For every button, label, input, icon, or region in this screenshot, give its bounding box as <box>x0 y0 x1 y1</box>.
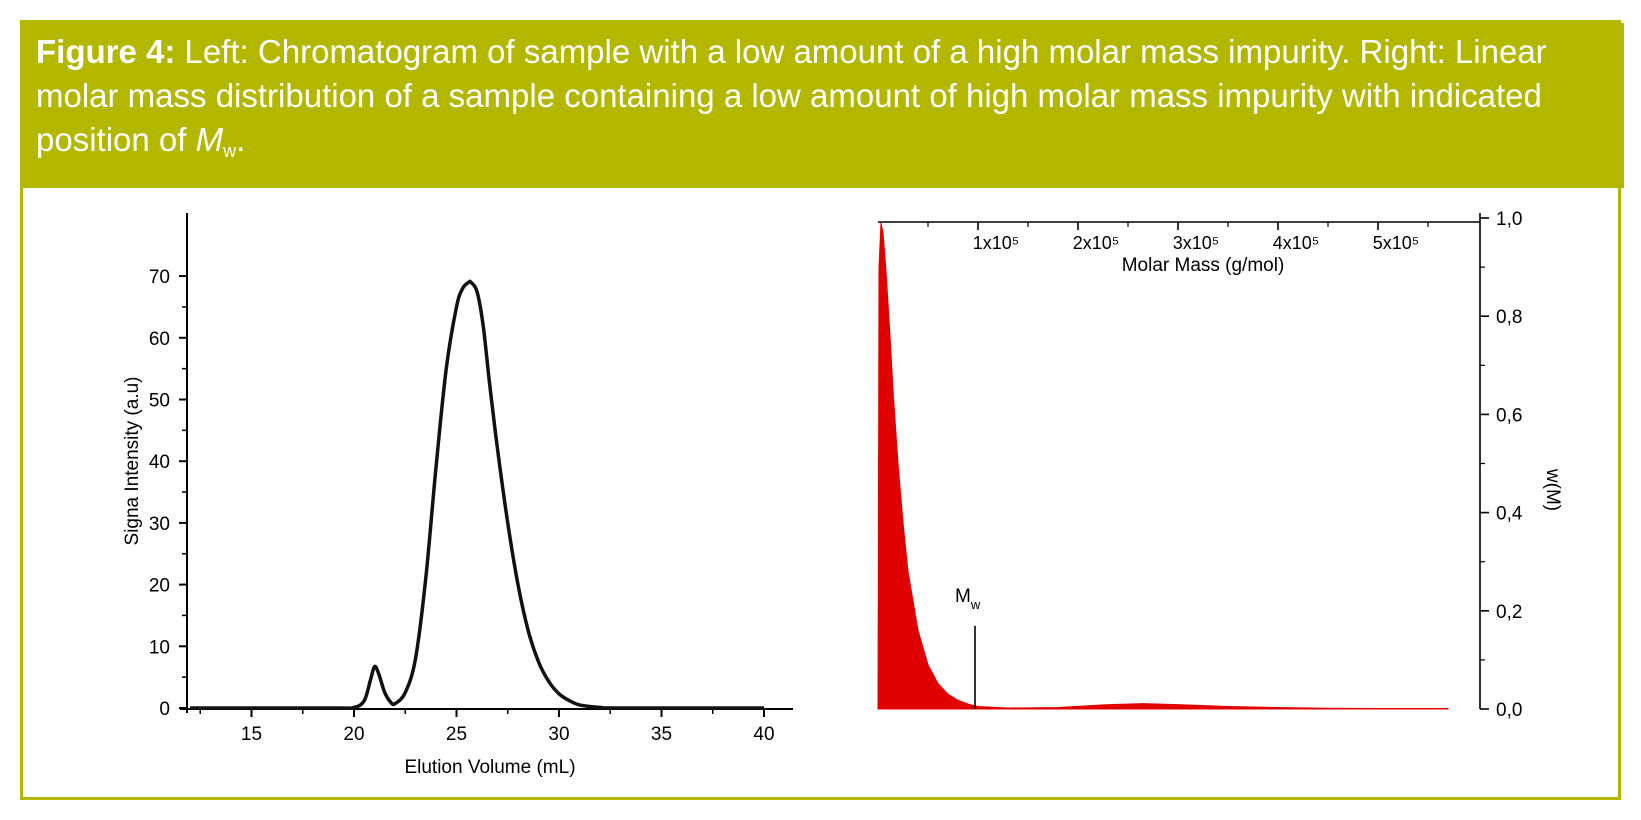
left-tick-labels: 15 20 25 30 35 40 0 10 20 30 40 50 60 70 <box>149 267 775 745</box>
left-x-tick-label: 35 <box>651 724 672 745</box>
mw-marker-subscript: w <box>970 597 981 612</box>
mmd-chart: 1x10⁵ 2x10⁵ 3x10⁵ 4x10⁵ 5x10⁵ 0,0 0,2 0,4 0,6 0,8… <box>877 209 1563 721</box>
left-ticks <box>179 275 765 717</box>
left-y-tick-label: 60 <box>149 329 170 350</box>
left-x-axis-title: Elution Volume (mL) <box>404 757 575 778</box>
right-x-tick-label: 5x10⁵ <box>1373 233 1420 253</box>
mw-marker-label: Mw <box>955 586 981 612</box>
chromatogram-curve <box>189 279 765 710</box>
left-y-tick-label: 50 <box>149 391 170 412</box>
left-x-tick-label: 40 <box>753 724 774 745</box>
caption-text: Left: Chromatogram of sample with a low … <box>36 33 1547 158</box>
right-y-tick-label: 0,6 <box>1496 405 1522 426</box>
left-y-tick-label: 40 <box>149 452 170 473</box>
right-x-tick-label: 3x10⁵ <box>1173 233 1220 253</box>
left-y-axis-title: Signa Intensity (a.u) <box>122 377 143 546</box>
left-y-tick-label: 0 <box>159 699 170 720</box>
right-y-tick-label: 0,4 <box>1496 504 1523 525</box>
caption-mw-subscript: w <box>223 141 237 161</box>
caption-end: . <box>236 121 246 158</box>
right-x-tick-label: 1x10⁵ <box>973 233 1020 253</box>
figure-caption: Figure 4: Left: Chromatogram of sample w… <box>23 23 1624 188</box>
left-y-tick-label: 70 <box>149 267 170 288</box>
left-x-tick-label: 30 <box>548 724 569 745</box>
right-tick-labels: 1x10⁵ 2x10⁵ 3x10⁵ 4x10⁵ 5x10⁵ 0,0 0,2 0,4 0,6 0,8… <box>973 209 1523 721</box>
mmd-filled-area <box>877 222 1449 710</box>
right-x-axis-title: Molar Mass (g/mol) <box>1122 255 1285 276</box>
chromatogram-chart: 15 20 25 30 35 40 0 10 20 30 40 50 60 70 Elution Volu… <box>122 213 793 778</box>
left-y-tick-label: 10 <box>149 637 170 658</box>
figure-frame: Figure 4: Left: Chromatogram of sample w… <box>20 20 1624 800</box>
caption-mw-symbol: M <box>195 121 224 158</box>
left-x-tick-label: 20 <box>343 724 364 745</box>
left-x-tick-label: 15 <box>241 724 262 745</box>
right-x-tick-label: 2x10⁵ <box>1073 233 1120 253</box>
right-y-tick-label: 1,0 <box>1496 209 1522 230</box>
mw-marker-symbol: M <box>955 586 971 607</box>
right-y-tick-label: 0,0 <box>1496 700 1522 721</box>
right-y-tick-label: 0,2 <box>1496 602 1522 623</box>
right-y-axis-title: w(M) <box>1542 468 1563 511</box>
right-x-tick-label: 4x10⁵ <box>1273 233 1320 253</box>
right-ticks <box>927 217 1489 710</box>
left-x-tick-label: 25 <box>446 724 467 745</box>
left-y-tick-label: 30 <box>149 514 170 535</box>
left-y-tick-label: 20 <box>149 576 170 597</box>
right-y-tick-label: 0,8 <box>1496 307 1522 328</box>
caption-label: Figure 4: <box>36 33 176 70</box>
